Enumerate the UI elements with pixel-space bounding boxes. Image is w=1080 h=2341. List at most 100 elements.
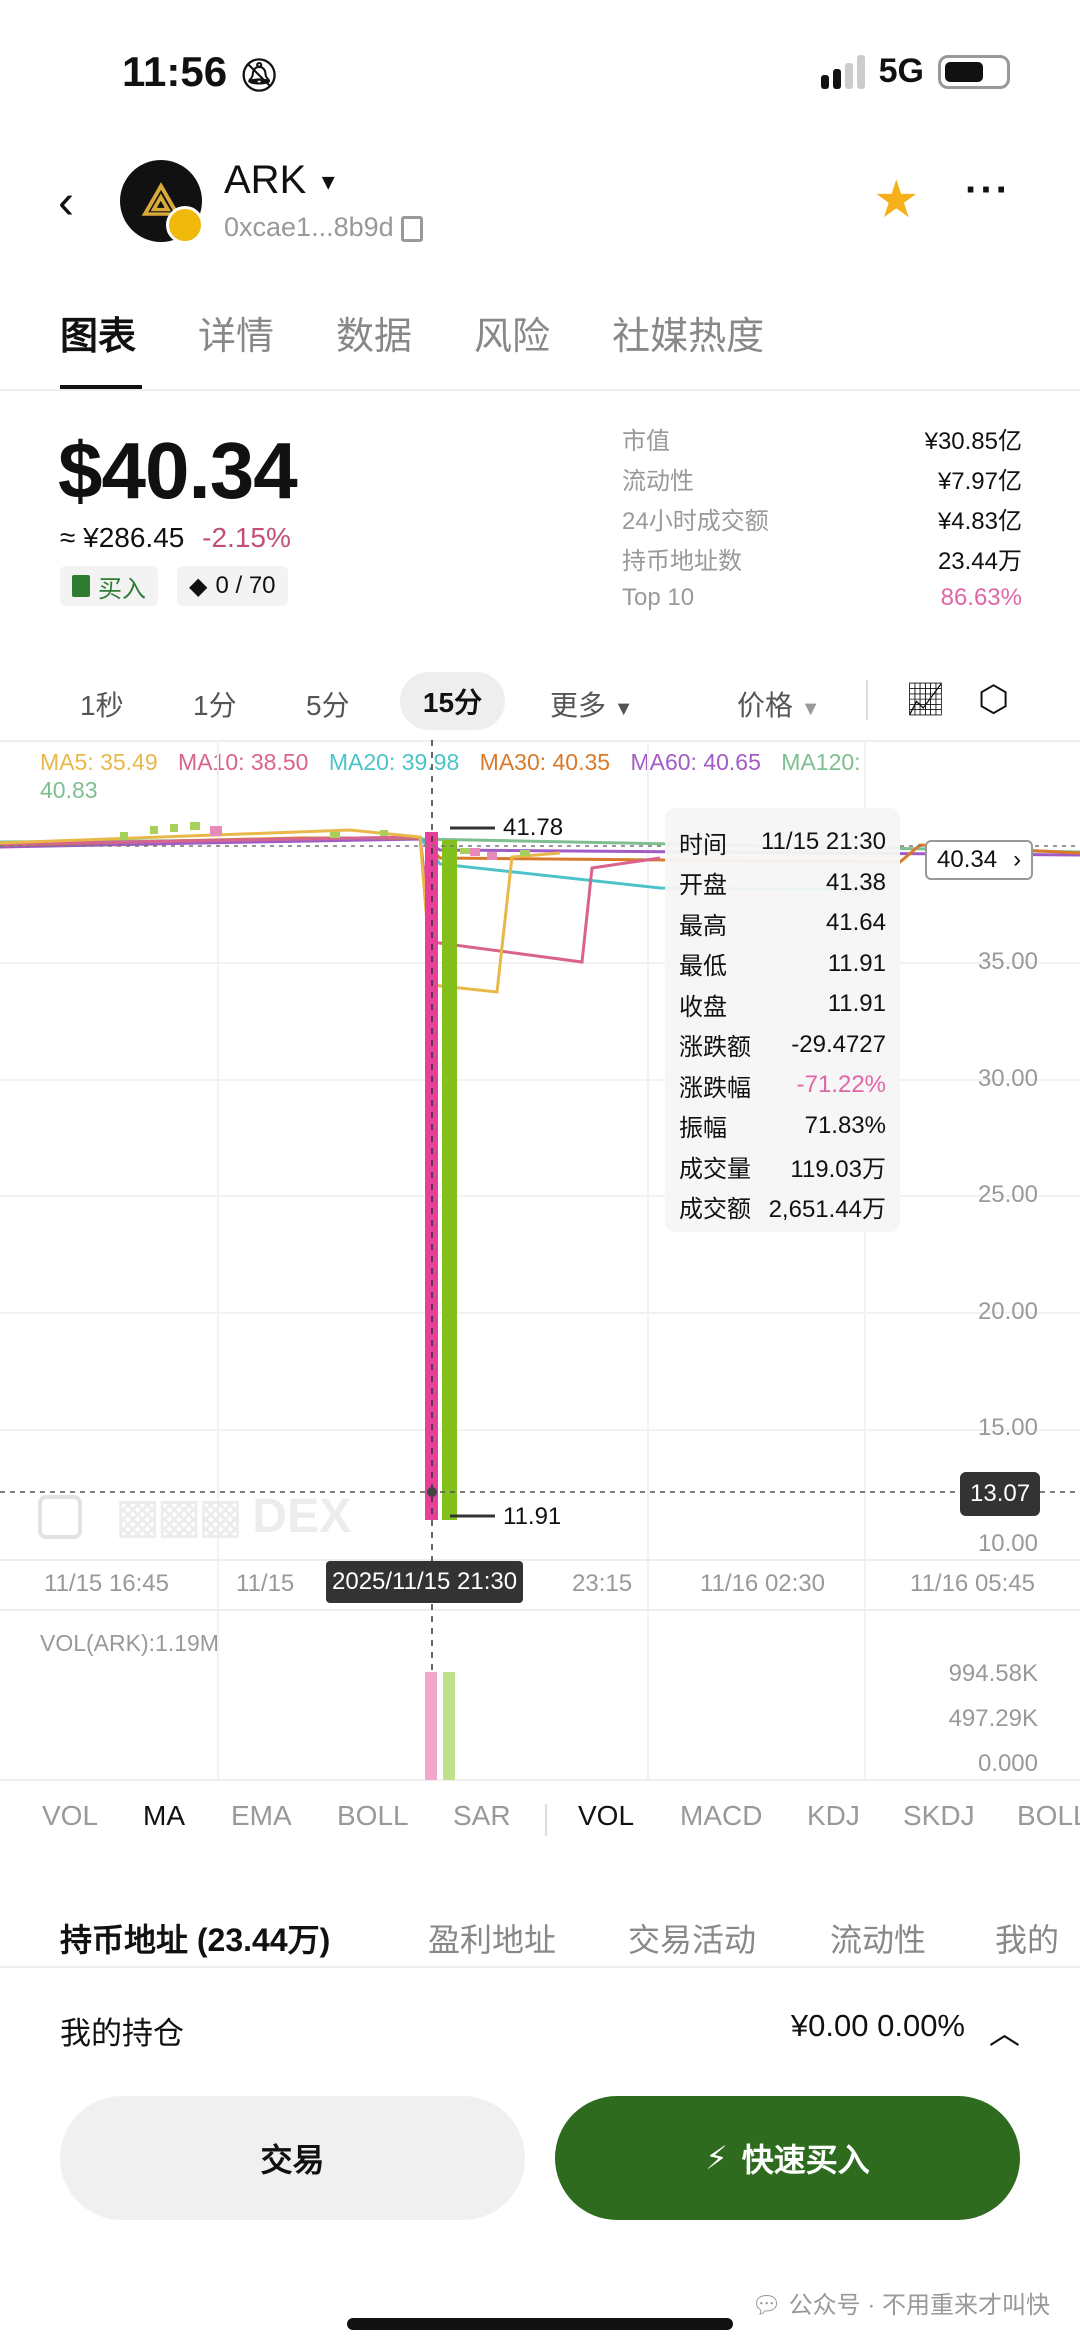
sub-indicator-vol[interactable]: VOL	[578, 1800, 635, 1831]
indicator-chart-icon[interactable]: 📈︎	[905, 681, 946, 717]
buy-button[interactable]: 买入	[60, 566, 158, 606]
target-icon: ◆	[189, 572, 208, 600]
more-icon[interactable]: ···	[965, 168, 1011, 212]
interval-1s[interactable]: 1秒	[80, 690, 124, 721]
stat-value: ¥30.85亿	[924, 427, 1022, 455]
interval-5m[interactable]: 5分	[306, 690, 350, 721]
tab-trade-activity[interactable]: 交易活动	[628, 1922, 757, 1958]
signal-icon	[820, 54, 865, 89]
small-candles	[120, 822, 530, 856]
interval-15m[interactable]: 15分	[400, 672, 505, 730]
position-value: ¥0.00 0.00%	[790, 2008, 965, 2043]
volume-bar-up	[443, 1672, 455, 1780]
ma20-label: MA20: 39.98	[328, 749, 460, 775]
tab-risk[interactable]: 风险	[474, 316, 551, 358]
ma-legend: MA5: 35.49 MA10: 38.50 MA20: 39.98 MA30:…	[40, 748, 1040, 804]
stat-label: 24小时成交额	[622, 507, 769, 535]
fullscreen-icon[interactable]	[38, 1495, 82, 1539]
candlestick-chart[interactable]	[0, 740, 1080, 1790]
tab-mine[interactable]: 我的	[995, 1922, 1060, 1958]
price-mode-dropdown[interactable]: 价格 ▼	[737, 684, 821, 724]
tooltip-label: 收盘	[679, 993, 727, 1021]
tooltip-row: 开盘 41.38	[679, 863, 886, 904]
tooltip-value: 11.91	[827, 949, 886, 977]
tooltip-label: 成交量	[679, 1155, 751, 1183]
position-toggle[interactable]: ¥0.00 0.00% ︿	[791, 2008, 1020, 2053]
stat-label: 市值	[622, 427, 670, 455]
stat-row: 流动性 ¥7.97亿	[622, 458, 1022, 498]
x-tick: 11/16 05:45	[910, 1570, 1036, 1597]
sub-indicator-macd[interactable]: MACD	[680, 1800, 763, 1831]
sub-indicator-kdj[interactable]: KDJ	[807, 1800, 860, 1831]
stats-panel: 市值 ¥30.85亿 流动性 ¥7.97亿 24小时成交额 ¥4.83亿 持币地址数 2…	[622, 418, 1022, 618]
indicator-ma[interactable]: MA	[143, 1800, 185, 1831]
home-indicator[interactable]	[347, 2318, 733, 2330]
small-candles-down	[210, 826, 497, 860]
ma10-label: MA10: 38.50	[178, 749, 309, 775]
tab-chart[interactable]: 图表	[60, 316, 137, 358]
candle-up[interactable]	[442, 840, 457, 1520]
counter-badge[interactable]: ◆ 0 / 70	[177, 566, 288, 606]
tab-social[interactable]: 社媒热度	[612, 316, 765, 358]
price-usd: $40.34	[58, 426, 298, 515]
holder-tabs: 持币地址 (23.44万) 盈利地址 交易活动 流动性 我的	[60, 1915, 1080, 1965]
tooltip-label: 最高	[679, 912, 727, 940]
tooltip-value: 41.38	[825, 868, 886, 896]
network-type: 5G	[878, 52, 924, 90]
sub-indicator-boll[interactable]: BOLL	[1017, 1800, 1080, 1831]
back-icon[interactable]: ‹	[58, 176, 74, 229]
quick-buy-button[interactable]: ⚡︎ 快速买入	[555, 2096, 1020, 2220]
tooltip-row: 成交额 2,651.44万	[679, 1187, 886, 1228]
crosshair-time-tag: 2025/11/15 21:30	[326, 1561, 524, 1603]
hexagon-settings-icon[interactable]: ⬡	[978, 678, 1010, 719]
volume-bar-down	[425, 1672, 437, 1780]
x-tick: 11/15 16:45	[44, 1570, 170, 1597]
watermark-text: DEX	[252, 1490, 352, 1543]
more-intervals-dropdown[interactable]: 更多 ▼	[550, 684, 634, 724]
quick-buy-label: 快速买入	[741, 2142, 870, 2178]
last-price-tag[interactable]: 40.34 ›	[925, 840, 1034, 880]
tooltip-row: 振幅 71.83%	[679, 1106, 886, 1147]
tooltip-row: 最高 41.64	[679, 903, 886, 944]
indicator-sar[interactable]: SAR	[453, 1800, 511, 1831]
stat-row: 市值 ¥30.85亿	[622, 418, 1022, 458]
ma60-label: MA60: 40.65	[630, 749, 761, 775]
main-tabs: 图表 详情 数据 风险 社媒热度	[60, 305, 764, 360]
indicator-vol[interactable]: VOL	[42, 1800, 99, 1831]
buy-label: 买入	[98, 575, 146, 603]
stat-value: 23.44万	[937, 547, 1022, 575]
tooltip-value: 71.83%	[804, 1111, 886, 1139]
tooltip-row: 最低 11.91	[679, 944, 886, 985]
trade-button[interactable]: 交易	[60, 2096, 525, 2220]
stat-label: 流动性	[622, 467, 694, 495]
tab-profit-addresses[interactable]: 盈利地址	[428, 1922, 557, 1958]
volume-tick: 0.000	[977, 1750, 1038, 1777]
tab-holders[interactable]: 持币地址 (23.44万)	[60, 1922, 331, 1958]
tab-details[interactable]: 详情	[198, 316, 275, 358]
tooltip-label: 最低	[679, 953, 727, 981]
divider	[0, 389, 1080, 391]
lightning-icon: ⚡︎	[705, 2140, 728, 2176]
indicator-ema[interactable]: EMA	[231, 1800, 292, 1831]
tab-liquidity[interactable]: 流动性	[830, 1922, 927, 1958]
y-tick: 10.00	[977, 1530, 1038, 1557]
tab-data[interactable]: 数据	[336, 316, 413, 358]
x-tick: 11/16 02:30	[700, 1570, 826, 1597]
position-label: 我的持仓	[60, 2016, 184, 2051]
indicator-boll[interactable]: BOLL	[337, 1800, 409, 1831]
tooltip-row: 时间 11/15 21:30	[679, 822, 886, 863]
copy-icon[interactable]	[401, 215, 424, 242]
interval-1m[interactable]: 1分	[193, 690, 237, 721]
token-selector[interactable]: ARK ▼	[224, 158, 340, 202]
last-price-value: 40.34	[937, 846, 998, 873]
star-icon[interactable]: ★	[873, 171, 920, 229]
high-marker-label: 41.78	[503, 814, 564, 841]
stat-row: 24小时成交额 ¥4.83亿	[622, 498, 1022, 538]
tooltip-label: 时间	[679, 831, 727, 859]
y-tick: 30.00	[977, 1065, 1038, 1092]
tooltip-row: 涨跌额 -29.4727	[679, 1025, 886, 1066]
chain-badge-icon	[166, 206, 204, 244]
caret-down-icon: ▼	[317, 169, 340, 195]
sub-indicator-skdj[interactable]: SKDJ	[903, 1800, 975, 1831]
crosshair-price-tag: 13.07	[960, 1472, 1041, 1516]
